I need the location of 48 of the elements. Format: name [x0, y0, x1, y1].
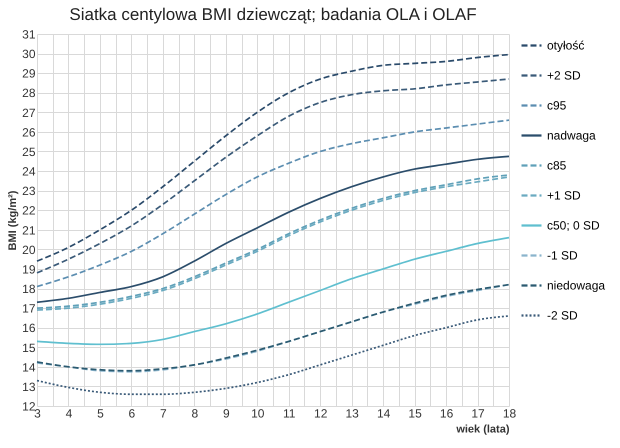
x-tick-label: 11 — [283, 406, 296, 420]
chart-title: Siatka centylowa BMI dziewcząt; badania OLA i OLAF — [69, 5, 477, 24]
y-tick-label: 26 — [22, 125, 36, 140]
legend-label: +1 SD — [547, 188, 582, 202]
y-tick-label: 15 — [22, 340, 36, 355]
y-tick-label: 13 — [22, 380, 36, 394]
x-tick-label: 14 — [376, 406, 391, 420]
x-tick-label: 8 — [191, 406, 198, 420]
x-tick-label: 10 — [251, 406, 265, 420]
legend-label: +2 SD — [547, 68, 582, 82]
y-tick-label: 24 — [22, 164, 36, 179]
x-tick-label: 13 — [345, 406, 360, 420]
y-tick-label: 14 — [22, 360, 36, 374]
y-tick-label: 28 — [22, 86, 36, 100]
y-tick-label: 27 — [22, 106, 36, 120]
y-tick-label: 22 — [22, 204, 36, 218]
y-tick-label: 20 — [22, 242, 36, 257]
y-tick-label: 23 — [22, 184, 36, 198]
y-tick-label: 31 — [22, 28, 36, 42]
x-axis-title: wiek (lata) — [455, 424, 510, 436]
legend-label: c95 — [547, 98, 567, 112]
x-tick-label: 18 — [502, 406, 516, 420]
x-tick-label: 16 — [440, 406, 454, 420]
y-tick-label: 19 — [22, 262, 36, 276]
x-tick-label: 12 — [314, 406, 328, 420]
x-tick-label: 6 — [128, 406, 136, 420]
x-tick-label: 15 — [408, 406, 422, 420]
y-tick-label: 21 — [22, 223, 36, 238]
x-tick-label: 5 — [97, 406, 104, 420]
y-axis-title: BMI (kg/m²) — [7, 190, 20, 250]
legend-label: -1 SD — [547, 248, 578, 262]
x-tick-label: 7 — [160, 406, 168, 420]
y-tick-label: 29 — [22, 66, 36, 81]
legend-label: nadwaga — [547, 128, 596, 142]
y-tick-label: 30 — [22, 47, 36, 62]
x-tick-label: 4 — [66, 406, 73, 420]
legend-label: otyłość — [547, 38, 584, 52]
x-tick-label: 9 — [222, 406, 230, 420]
y-tick-label: 25 — [22, 144, 36, 159]
x-tick-label: 3 — [34, 406, 42, 420]
x-tick-label: 17 — [471, 406, 486, 420]
legend-label: -2 SD — [547, 308, 578, 322]
legend-label: niedowaga — [547, 278, 606, 292]
legend-label: c85 — [547, 158, 567, 172]
y-tick-label: 18 — [22, 282, 36, 296]
y-tick-label: 16 — [22, 321, 36, 336]
legend-label: c50; 0 SD — [547, 218, 600, 232]
y-tick-label: 17 — [22, 302, 36, 316]
